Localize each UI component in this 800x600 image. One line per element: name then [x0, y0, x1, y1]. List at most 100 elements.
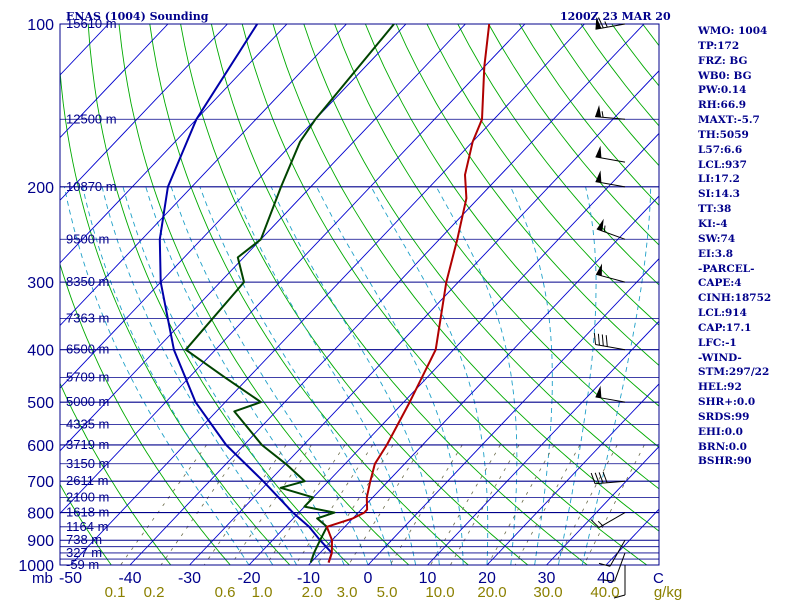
wind-barb-half-flag — [597, 520, 603, 526]
pressure-tick-label: 200 — [27, 180, 54, 197]
wind-barb-flag — [603, 579, 615, 582]
isotherm-line — [486, 383, 659, 565]
index-row: WMO: 1004 — [698, 25, 768, 37]
isotherm-line — [129, 24, 645, 565]
wind-barb-pennant — [595, 16, 602, 30]
index-row: WB0: BG — [698, 69, 752, 82]
mixing-ratio-label: 2.0 — [302, 584, 323, 600]
index-row: PW:0.14 — [698, 84, 747, 97]
wind-barb-pennant — [595, 145, 602, 158]
wind-barb — [603, 552, 626, 582]
dry-adiabat-line — [303, 24, 659, 490]
wind-barb — [595, 16, 626, 30]
parcel-trace — [158, 24, 333, 563]
wind-barb — [613, 565, 626, 599]
x-unit-label: C — [653, 570, 664, 587]
indices-panel: WMO: 1004 TP:172 FRZ: BG WB0: BG PW:0.14 RH:6… — [698, 24, 798, 469]
mixing-ratio-line — [430, 444, 501, 565]
index-row: BRN:0.0 — [698, 440, 747, 453]
height-label: 10870 m — [66, 179, 117, 194]
index-row: FRZ: BG — [698, 54, 748, 67]
wind-barb — [590, 512, 626, 529]
index-row: KI:-4 — [698, 217, 728, 230]
height-labels: 15610 m 12500 m 10870 m 9500 m 8350 m 7363 m 6… — [66, 16, 117, 572]
mixing-ratio-label: 10.0 — [425, 584, 454, 600]
isotherm-line — [367, 258, 659, 565]
wind-barb-staff — [595, 344, 626, 351]
index-row: SHR+:0.0 — [698, 396, 756, 409]
pressure-tick-label: 800 — [27, 506, 54, 523]
wind-barb — [596, 218, 626, 240]
index-row: TP:172 — [698, 39, 740, 52]
temperature-line — [325, 24, 491, 563]
mixing-ratio-label: 1.0 — [252, 584, 273, 600]
wind-barb-staff — [595, 156, 626, 163]
mixing-ratio-line — [389, 444, 463, 565]
height-label: -59 m — [66, 557, 99, 572]
index-row: -WIND- — [698, 351, 742, 364]
temperature-trace — [325, 24, 491, 563]
index-row: STM:297/22 — [698, 366, 770, 379]
height-label: 3719 m — [66, 437, 109, 452]
moist-adiabat-line — [557, 186, 597, 565]
mixing-ratio-label: 0.6 — [215, 584, 236, 600]
wind-barb — [593, 333, 626, 351]
index-row: LCL:937 — [698, 158, 747, 171]
wind-barb-pennant — [595, 385, 602, 398]
pressure-tick-label: 600 — [27, 438, 54, 455]
parcel-line — [158, 24, 333, 563]
wind-barb-half-flag — [604, 21, 608, 28]
mixing-ratio-label: 30.0 — [533, 584, 562, 600]
wind-barb-flag — [601, 334, 604, 346]
index-row: BSHR:90 — [698, 455, 752, 468]
temperature-tick-label: 20 — [478, 570, 496, 587]
chart-time: 1200Z 23 MAR 20 — [560, 10, 671, 23]
mixing-ratio-line — [487, 444, 555, 565]
pressure-tick-label: 700 — [27, 474, 54, 491]
wind-barb-staff — [614, 552, 626, 582]
height-label: 5709 m — [66, 369, 109, 384]
index-row: MAXT:-5.7 — [698, 114, 760, 127]
mixing-ratio-line — [348, 444, 424, 565]
temperature-tick-label: 30 — [538, 570, 556, 587]
moist-adiabats — [63, 186, 652, 565]
pressure-tick-label: 300 — [27, 275, 54, 292]
height-label: 2100 m — [66, 489, 109, 504]
isotherm-line — [60, 24, 169, 139]
isotherm-line — [427, 320, 659, 565]
wind-barb-staff — [595, 181, 626, 188]
index-row: TH:5059 — [698, 128, 749, 141]
wind-barb-flag — [598, 472, 604, 484]
moist-adiabat-line — [435, 186, 518, 565]
wind-barb-staff — [609, 539, 626, 567]
index-row: SW:74 — [698, 232, 736, 245]
mixing-ratio-line — [316, 444, 394, 565]
wind-barb-flag — [602, 471, 608, 483]
mixing-ratio-label: 0.1 — [105, 584, 126, 600]
height-label: 12500 m — [66, 111, 117, 126]
index-row: TT:38 — [698, 203, 732, 216]
wind-barb — [595, 263, 626, 283]
index-row: CAPE:4 — [698, 277, 742, 290]
temperature-tick-label: 40 — [597, 570, 615, 587]
mixing-ratio-line — [295, 444, 373, 565]
isotherm-line — [308, 195, 659, 565]
pressure-tick-label: 400 — [27, 343, 54, 360]
index-row: LFC:-1 — [698, 336, 737, 349]
index-row: SRDS:99 — [698, 410, 750, 423]
isotherm-line — [60, 24, 288, 264]
wind-barb-flag — [613, 594, 626, 599]
isotherm-line — [60, 24, 228, 201]
height-label: 15610 m — [66, 16, 117, 31]
pressure-tick-label: 900 — [27, 533, 54, 550]
wind-barb-half-flag — [601, 111, 604, 118]
wind-barbs — [590, 16, 626, 599]
index-row: CAP:17.1 — [698, 321, 752, 334]
height-label: 4335 m — [66, 417, 109, 432]
height-label: 1618 m — [66, 505, 109, 520]
isotherm-line — [248, 132, 659, 565]
wind-barb-staff — [595, 480, 626, 485]
height-label: 327 m — [66, 545, 102, 560]
temperature-tick-label: -10 — [297, 570, 320, 587]
